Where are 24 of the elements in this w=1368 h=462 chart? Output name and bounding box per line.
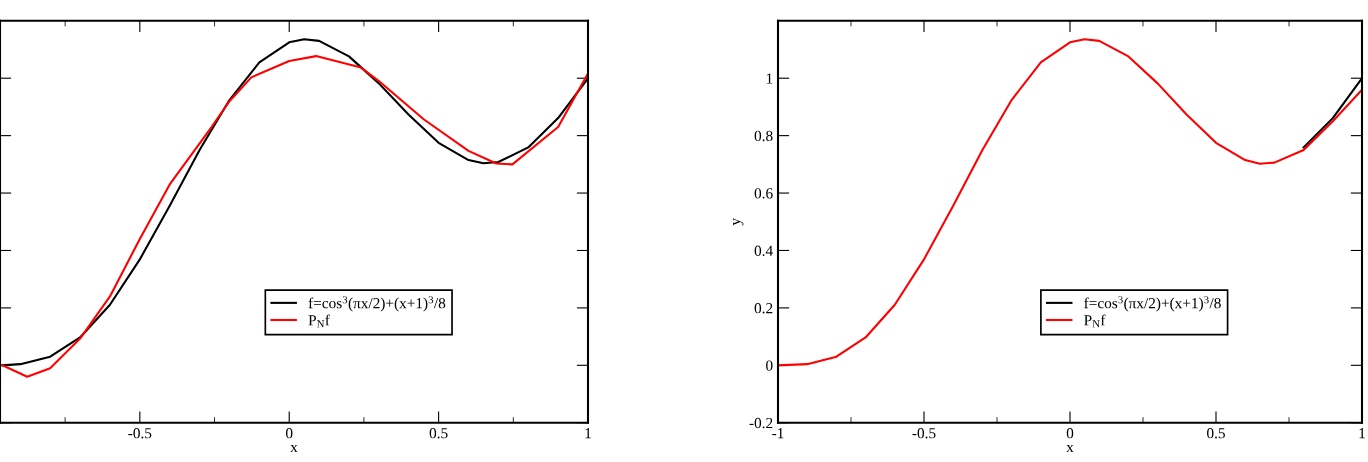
y-tick-label: 0.6: [754, 188, 773, 199]
legend-label: f=cos$^{3}$(πx/2)+(x+1)$^{3}$/8: [1084, 296, 1221, 312]
legend-label: P$_{N}$f: [1084, 314, 1106, 328]
y-tick-label: 0.4: [754, 245, 773, 256]
y-tick-label: 1: [766, 73, 773, 84]
x-axis-title: x: [1066, 445, 1074, 453]
x-tick-label: 0: [1066, 428, 1074, 439]
x-tick-label: 1: [1359, 428, 1365, 439]
x-tick-label: 1: [585, 428, 591, 439]
x-tick-label: -1: [772, 428, 784, 439]
x-tick-label: 0.5: [429, 428, 448, 439]
x-axis-title: x: [290, 445, 298, 453]
line-series: [778, 38, 1362, 367]
y-axis-title: y: [733, 218, 744, 226]
y-tick-label: 0.8: [754, 130, 773, 142]
x-tick-label: -0.5: [128, 428, 152, 439]
x-tick-label: 0: [285, 428, 293, 439]
y-tick-label: 0: [766, 360, 773, 371]
y-tick-label: -0.2: [749, 417, 773, 429]
x-tick-label: 0.5: [1207, 428, 1225, 439]
legend-label: P$_{N}$f: [308, 314, 330, 328]
x-tick-label: -0.5: [912, 428, 936, 439]
y-tick-label: 0.2: [754, 303, 773, 314]
legend-label: f=cos$^{3}$(πx/2)+(x+1)$^{3}$/8: [308, 296, 446, 312]
